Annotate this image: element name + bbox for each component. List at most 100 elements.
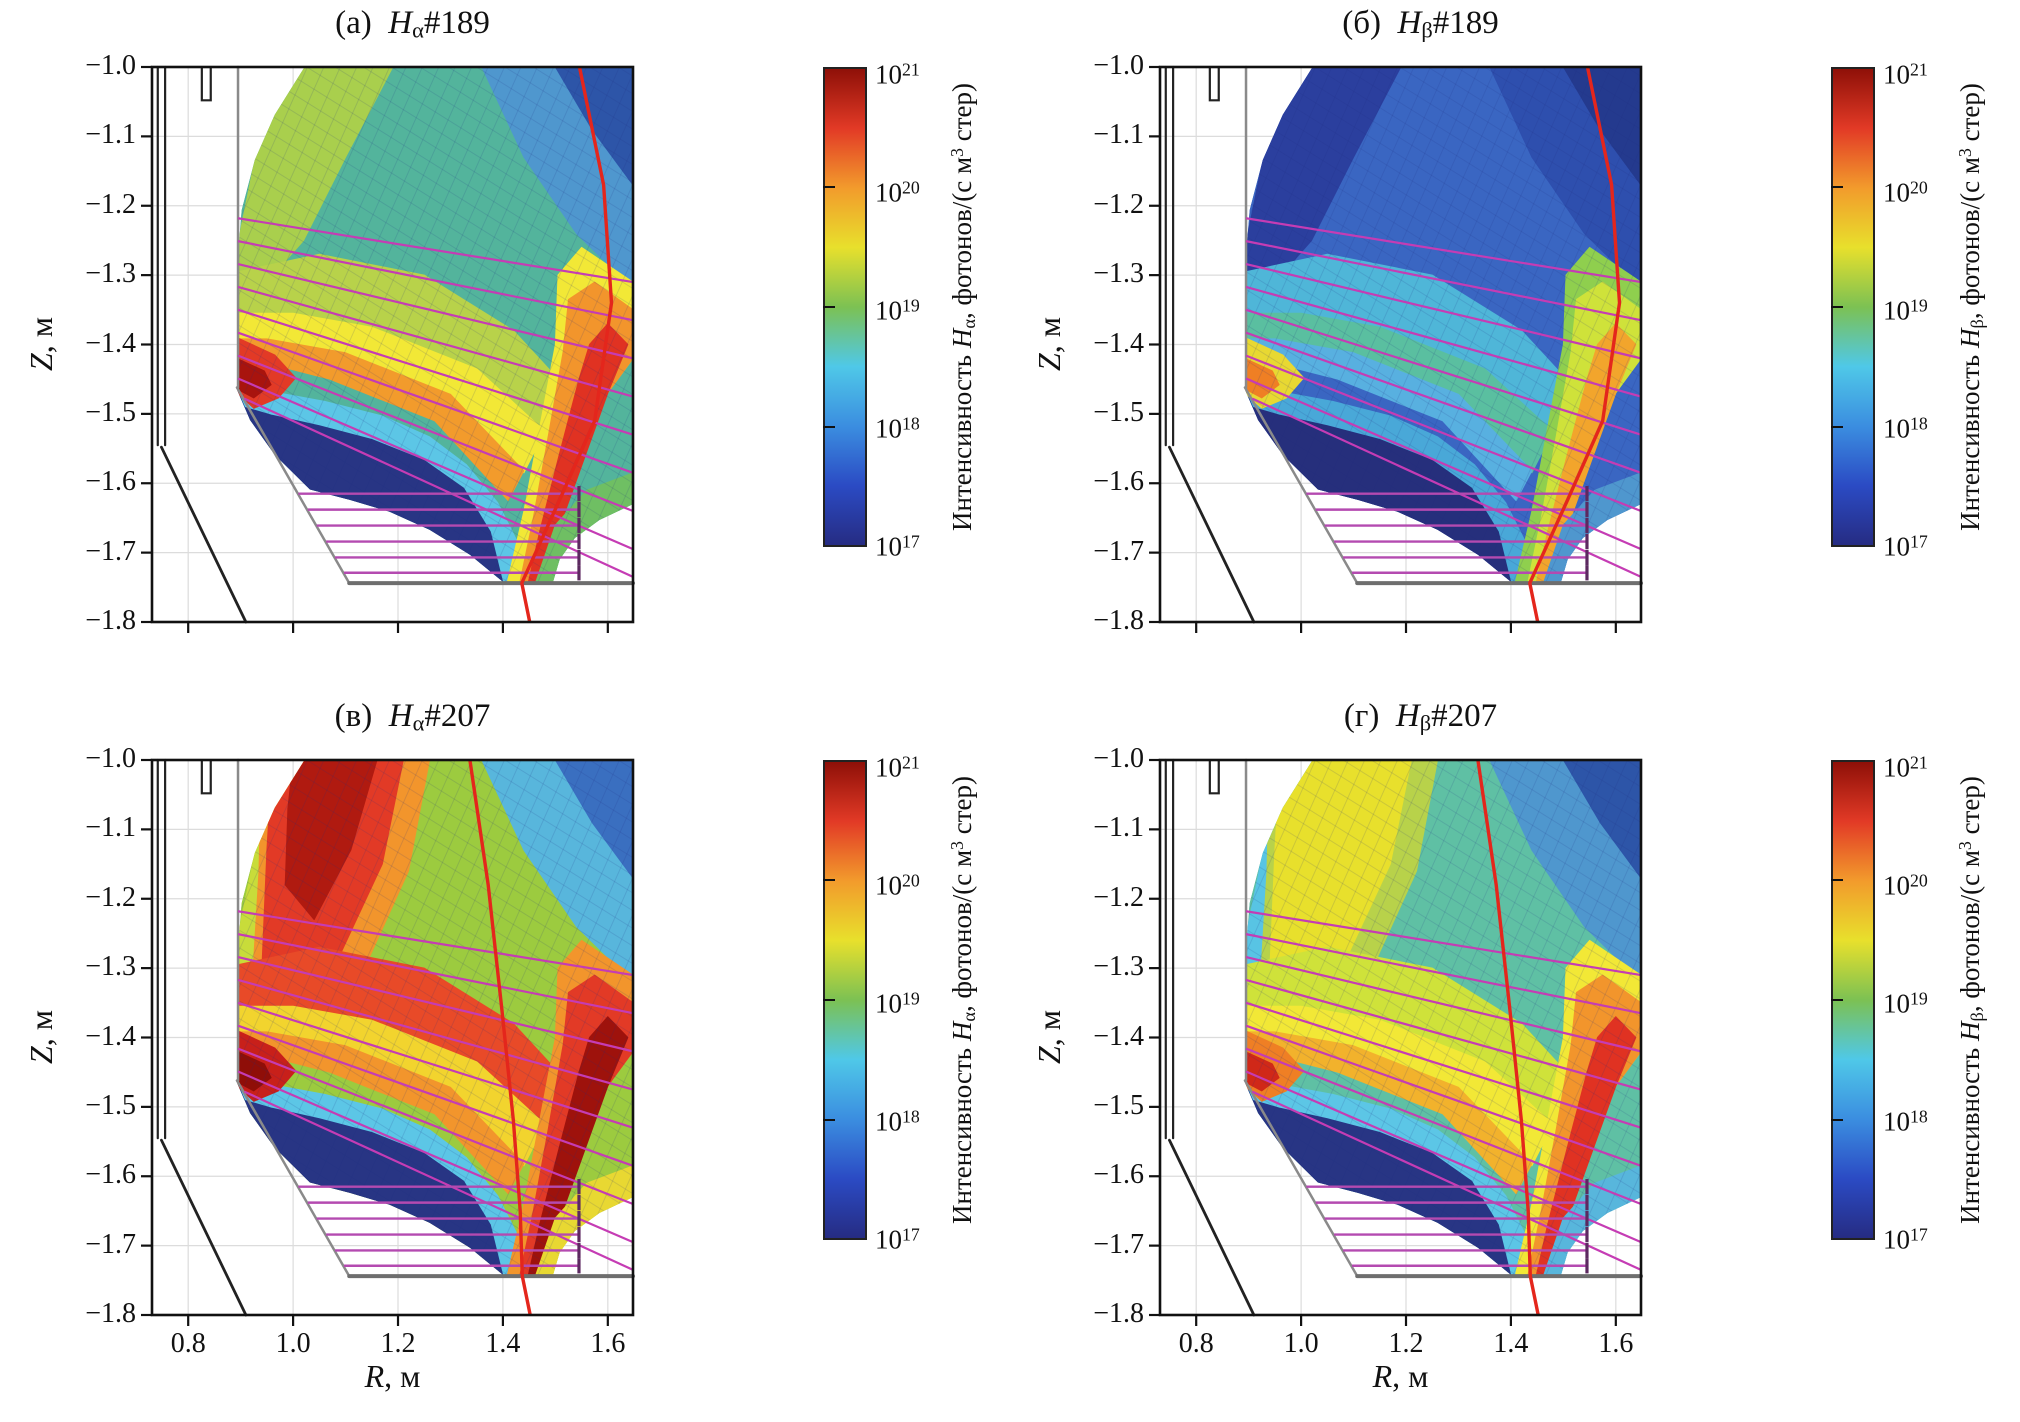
colorbar-exponent: 17 [902,1224,920,1245]
colorbar-tick [823,306,835,308]
outer-wall-diagonal [160,1138,248,1317]
line-subscript: α [412,710,425,736]
divertor-baffle [235,1079,351,1278]
sightline-fan [237,262,634,360]
x-axis-symbol: R [364,1358,385,1394]
divertor-baffle [1243,1079,1359,1278]
colorbar-tick [823,999,835,1001]
line-symbol: H [1397,5,1422,41]
colorbar-tick-label: 1018 [875,1106,920,1137]
colorbar-tick [823,186,835,188]
sightline-fan [1245,377,1642,551]
colorbar-tick-label: 1017 [1883,531,1928,562]
wall-notch [200,760,212,795]
panel-title: (а) Hα#189 [172,5,653,44]
x-axis-label: R, м [152,1358,633,1395]
colorbar-label-v: Интенсивность Hα, фотонов/(с м3 стер) [947,776,979,1224]
panel-tag: (а) [335,5,372,41]
sightline-fan [1245,933,1642,1015]
colorbar-exponent: 20 [1910,177,1928,198]
shot-number: #207 [424,698,491,734]
colorbar-tick-label: 1021 [875,59,920,90]
outer-wall-diagonal [1168,1138,1256,1317]
sightline-fan [237,955,634,1053]
colorbar-tick [1831,186,1843,188]
y-tick-label: −1.1 [1093,119,1144,151]
colorbar-tick-label: 1019 [1883,988,1928,1019]
x-tick-label: 1.2 [380,1328,416,1359]
sightline-fan [237,308,634,436]
sightline-fan [1245,978,1642,1091]
panel-title: (г) Hβ#207 [1180,698,1661,737]
heatmap-plot-a [141,65,635,633]
panel-b-h-beta-189: (б) Hβ#189 Z, м Интенсивность Hβ, фотоно… [1031,5,1987,635]
sightline-fan [1245,955,1642,1053]
x-tick-label: 1.4 [485,1328,521,1359]
colorbar-tick [1831,879,1843,881]
colorbar-tick [823,426,835,428]
x-tick-label: 1.0 [1283,1328,1319,1359]
y-tick-label: −1.7 [85,535,136,567]
colorbar-exponent: 19 [902,988,920,1009]
separatrix-line [520,66,614,623]
separatrix-line [1528,66,1622,623]
colorbar-tick-label: 1019 [875,988,920,1019]
outer-wall-diagonal [160,445,248,624]
colorbar-tick [1831,306,1843,308]
y-tick-label: −1.0 [1093,743,1144,774]
x-axis-unit: , м [384,1358,421,1394]
sightline-fan [243,1090,634,1271]
sightline-fan [1245,240,1642,322]
separatrix-line [468,759,532,1316]
y-tick-label: −1.4 [85,327,136,359]
x-tick-label: 0.8 [170,1328,206,1359]
sightline-fan [1245,262,1642,360]
sightline-fan [237,1047,634,1206]
sightline-fan [237,978,634,1091]
x-axis-label: R, м [1372,1358,1429,1394]
y-tick-label: −1.3 [1093,258,1144,290]
shot-number: #189 [1432,5,1499,41]
heatmap-plot-g [1149,758,1643,1326]
outer-wall-diagonal [1168,445,1256,624]
y-tick-label: −1.8 [85,1298,136,1329]
y-tick-label: −1.0 [1093,50,1144,81]
colorbar-tick-label: 1021 [1883,752,1928,783]
line-symbol: H [388,5,413,41]
y-tick-label: −1.3 [85,258,136,290]
colorbar-exponent: 21 [1910,752,1928,773]
sightline-fan [243,397,634,578]
colorbar-tick [823,1119,835,1121]
panel-g-h-beta-207: (г) Hβ#207 Z, м Интенсивность Hβ, фотоно… [1031,698,1987,1394]
colorbar-tick [1831,426,1843,428]
sightline-fan [237,377,634,551]
emission-layers [1245,67,1641,584]
shot-number: #189 [423,5,490,41]
y-tick-label: −1.3 [85,951,136,983]
x-tick-label: 1.6 [1598,1328,1634,1359]
sightline-fan [237,910,634,977]
colorbar-tick-label: 1020 [875,870,920,901]
wall-notch [1208,760,1220,795]
colorbar-tick-label: 1020 [1883,870,1928,901]
shot-number: #207 [1431,698,1498,734]
y-tick-label: −1.6 [1093,466,1144,498]
sightline-fan [237,933,634,1015]
panel-title: (б) Hβ#189 [1180,5,1661,44]
sightline-fan [237,240,634,322]
colorbar-exponent: 21 [902,752,920,773]
colorbar-tick [823,879,835,881]
sightline-fan [1245,910,1642,977]
colorbar-exponent: 20 [902,177,920,198]
sightline-fan [1245,1024,1642,1167]
x-tick-label: 1.0 [275,1328,311,1359]
divertor-baffle [1243,386,1359,585]
y-tick-label: −1.2 [1093,188,1144,220]
y-tick-label: −1.1 [85,119,136,151]
x-tick-label: 0.8 [1178,1328,1214,1359]
separatrix-line [1476,759,1540,1316]
colorbar-label-g: Интенсивность Hβ, фотонов/(с м3 стер) [1955,776,1987,1224]
colorbar-exponent: 17 [1910,531,1928,552]
colorbar-tick-label: 1020 [875,177,920,208]
